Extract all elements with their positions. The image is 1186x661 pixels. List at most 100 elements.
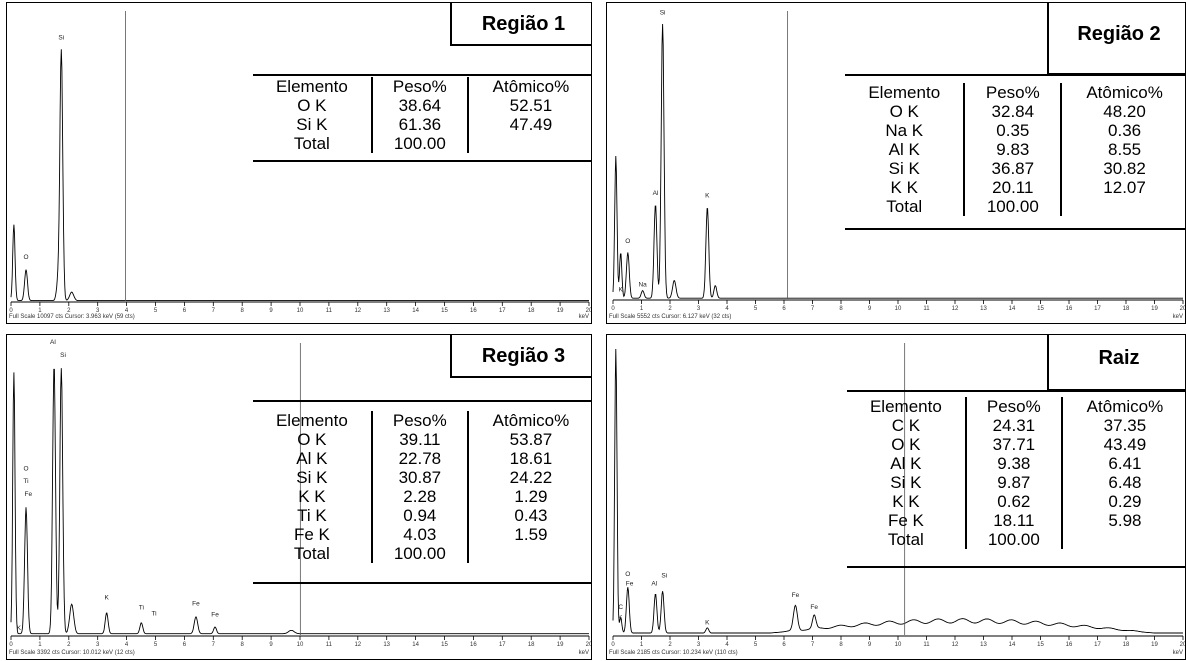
x-tick-label: 5 — [154, 308, 158, 314]
peak-label: O — [625, 571, 630, 578]
x-tick-label: 13 — [980, 642, 987, 648]
x-tick-label: 14 — [412, 308, 419, 314]
table-cell: Fe K — [847, 511, 967, 530]
table-cell: 47.49 — [509, 115, 553, 134]
peak-label: Ti — [139, 605, 144, 612]
table-cell: 8.55 — [1108, 140, 1142, 159]
table-cell: 6.41 — [1108, 454, 1142, 473]
x-tick-label: 10 — [895, 306, 902, 312]
peak-label: Ti — [23, 478, 28, 485]
x-tick-label: 7 — [212, 642, 216, 648]
table-header-cell: Elemento — [845, 83, 966, 102]
x-tick-label: 10 — [297, 642, 304, 648]
x-tick-label: 8 — [241, 642, 245, 648]
table-header-row: Elemento Peso% Atômico% — [253, 77, 591, 96]
x-tick-label: 11 — [923, 642, 930, 648]
table-cell: 18.61 — [509, 449, 553, 468]
x-tick-label: 19 — [1151, 642, 1158, 648]
x-tick-label: 16 — [1066, 642, 1073, 648]
x-tick-label: 15 — [1037, 642, 1044, 648]
x-tick-label: 20 — [586, 308, 592, 314]
table-cell: 18.11 — [965, 511, 1063, 530]
table-cell: O K — [253, 96, 373, 115]
table-header-cell: Atômico% — [1086, 83, 1163, 102]
x-tick-label: 17 — [1094, 306, 1101, 312]
table-cell: Al K — [847, 454, 967, 473]
spectrum-plot-raiz: 0 1 2 3 4 5 6 7 8 9 10 11 12 13 14 15 16 17 18 19 20OFeSiAlC… — [611, 343, 1185, 648]
table-cell: 37.71 — [965, 435, 1063, 454]
table-row: Total 100.00 — [253, 134, 591, 153]
x-tick-label: 4 — [725, 642, 729, 648]
spectrum-panel-regiao-2: 0 1 2 3 4 5 6 7 8 9 10 11 12 13 14 15 16 17 18 19 20 Si Al K O Na… — [606, 2, 1186, 324]
footer: Full Scale 10097 cts Cursor: 3.963 keV (… — [9, 314, 135, 320]
peak-label: Fe — [211, 611, 219, 618]
footer: Full Scale 2185 cts Cursor: 10.234 keV (… — [609, 650, 738, 656]
table-row: Si K 9.87 6.48 — [847, 473, 1185, 492]
table-row: Al K 22.78 18.61 — [253, 449, 591, 468]
footer: Full Scale 3392 cts Cursor: 10.012 keV (… — [9, 650, 135, 656]
x-tick-label: 13 — [980, 306, 987, 312]
x-tick-label: 10 — [297, 308, 304, 314]
region-title: Raiz — [1098, 347, 1140, 369]
composition-table: Elemento Peso% Atômico% C K 24.31 37.35 O K 37.… — [847, 397, 1185, 549]
x-tick-label: 5 — [754, 642, 758, 648]
x-tick-label: 16 — [1066, 306, 1073, 312]
table-cell: O K — [845, 102, 966, 121]
x-tick-label: 3 — [96, 642, 100, 648]
kev-unit-label: keV — [1172, 650, 1183, 656]
x-tick-label: 0 — [611, 642, 615, 648]
spectrum-panel-raiz: 0 1 2 3 4 5 6 7 8 9 10 11 12 13 14 15 16 17 18 19 20 O Fe Si Al C… — [606, 334, 1186, 660]
table-cell: K K — [253, 487, 373, 506]
x-tick-label: 13 — [383, 642, 390, 648]
peak-label: O — [625, 238, 630, 245]
table-cell: 6.48 — [1108, 473, 1142, 492]
table-cell: 52.51 — [509, 96, 553, 115]
kev-unit-label: keV — [578, 314, 589, 320]
table-cell: 24.31 — [965, 416, 1063, 435]
table-cell: 0.62 — [965, 492, 1063, 511]
table-header-cell: Atômico% — [492, 77, 570, 96]
table-row: Total 100.00 — [847, 530, 1185, 549]
table-cell: O K — [847, 435, 967, 454]
table-row: Al K 9.83 8.55 — [845, 140, 1185, 159]
table-cell: Total — [847, 530, 967, 549]
table-cell: 0.35 — [964, 121, 1063, 140]
spectrum-line — [612, 348, 1183, 634]
x-tick-label: 6 — [782, 642, 786, 648]
x-tick-label: 5 — [154, 642, 158, 648]
table-cell: 43.49 — [1103, 435, 1147, 454]
table-cell: 53.87 — [509, 430, 553, 449]
region-title-box: Região 2 — [1047, 3, 1185, 75]
peak-label: Si — [660, 10, 666, 17]
table-header-row: Elemento Peso% Atômico% — [847, 397, 1185, 416]
x-tick-label: 18 — [1123, 642, 1130, 648]
x-tick-label: 11 — [326, 308, 333, 314]
table-header-cell: Elemento — [847, 397, 967, 416]
peak-label: Fe — [25, 491, 33, 498]
region-title: Região 2 — [1077, 23, 1161, 45]
x-tick-label: 2 — [67, 308, 71, 314]
table-row: Si K 61.36 47.49 — [253, 115, 591, 134]
x-tick-label: 7 — [811, 306, 815, 312]
table-cell: 22.78 — [371, 449, 469, 468]
peak-label: Al — [50, 339, 56, 346]
table-header-cell: Atômico% — [1086, 397, 1164, 416]
x-tick-label: 9 — [868, 642, 872, 648]
x-tick-label: 4 — [725, 306, 729, 312]
x-tick-label: 2 — [67, 642, 71, 648]
region-title-box: Região 1 — [450, 3, 591, 46]
table-row: Fe K 4.03 1.59 — [253, 525, 591, 544]
table-header-row: Elemento Peso% Atômico% — [253, 411, 591, 430]
table-cell: 32.84 — [964, 102, 1063, 121]
x-tick-label: 16 — [470, 642, 477, 648]
x-tick-label: 14 — [1009, 306, 1016, 312]
peak-label: K — [619, 286, 624, 293]
x-tick-label: 18 — [528, 642, 535, 648]
table-cell: 100.00 — [371, 134, 469, 153]
x-tick-label: 4 — [125, 642, 129, 648]
table-cell: Total — [253, 544, 373, 563]
peak-label: O — [23, 254, 28, 261]
table-cell: 100.00 — [371, 544, 469, 563]
table-row: O K 39.11 53.87 — [253, 430, 591, 449]
table-cell: 48.20 — [1103, 102, 1146, 121]
